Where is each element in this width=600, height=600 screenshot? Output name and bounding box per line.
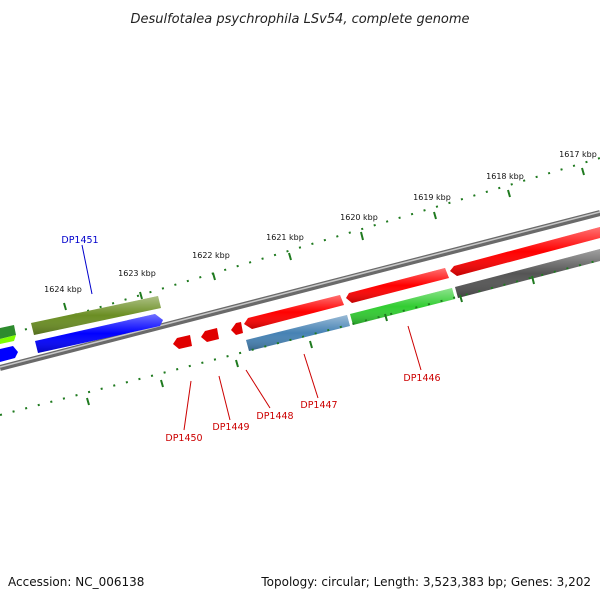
major-tick [288, 252, 292, 261]
major-tick [86, 397, 90, 406]
leader-dp1449 [218, 375, 231, 421]
leader-dp1448 [245, 369, 271, 409]
map-title: Desulfotalea psychrophila LSv54, complet… [130, 12, 469, 27]
gene-block[interactable] [0, 346, 18, 362]
major-tick [235, 359, 239, 368]
major-tick [384, 313, 388, 322]
major-tick [63, 302, 67, 311]
leader-dp1447 [303, 353, 319, 399]
scale-label: 1623 kbp [118, 269, 156, 278]
major-tick [139, 291, 143, 300]
scale-label: 1622 kbp [192, 251, 230, 260]
major-tick [360, 231, 364, 241]
outer-major-ticks [63, 167, 585, 311]
forward-strand [0, 227, 600, 344]
major-tick [581, 167, 585, 176]
scale-label: 1617 kbp [559, 150, 597, 159]
major-tick [507, 189, 511, 198]
gene-dp1449[interactable] [201, 328, 219, 342]
gene-label-dp1451[interactable]: DP1451 [61, 235, 98, 246]
major-tick [433, 211, 437, 220]
scale-label: 1620 kbp [340, 213, 378, 222]
genome-summary: Topology: circular; Length: 3,523,383 bp… [260, 575, 591, 589]
scale-label: 1618 kbp [486, 172, 524, 181]
leader-dp1450 [183, 380, 192, 431]
gene-label-dp1447[interactable]: DP1447 [300, 400, 337, 411]
scale-label: 1619 kbp [413, 193, 451, 202]
scale-label: 1624 kbp [44, 285, 82, 294]
major-tick [212, 272, 216, 281]
leader-dp1451 [81, 244, 93, 295]
gene-block[interactable] [0, 335, 16, 344]
inner-major-ticks [86, 275, 535, 406]
gene-dp1448[interactable] [231, 322, 243, 335]
major-tick [160, 379, 164, 388]
major-tick [459, 294, 463, 303]
scale-label: 1621 kbp [266, 233, 304, 242]
reverse-strand [0, 249, 600, 362]
gene-label-dp1449[interactable]: DP1449 [212, 422, 249, 433]
leader-dp1446 [407, 325, 422, 371]
gene-dp1450[interactable] [173, 335, 192, 349]
major-tick [531, 275, 535, 285]
major-tick [309, 340, 313, 349]
gene-block[interactable] [0, 325, 16, 339]
gene-label-dp1450[interactable]: DP1450 [165, 433, 202, 444]
outer-tick-ring [0, 157, 600, 338]
label-leaders [81, 244, 422, 431]
gene-label-dp1446[interactable]: DP1446 [403, 373, 440, 384]
gene-label-dp1448[interactable]: DP1448 [256, 411, 293, 422]
accession-text: Accession: NC_006138 [8, 575, 144, 589]
genome-backbone [0, 210, 600, 371]
